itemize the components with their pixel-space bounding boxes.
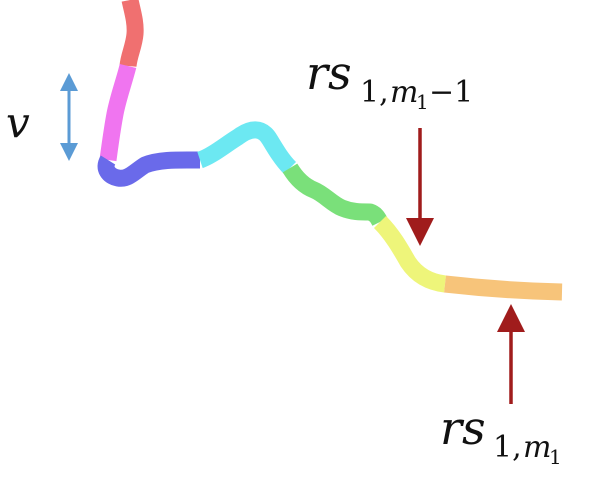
segment-blue bbox=[97, 151, 201, 187]
rs-top-tail: −1 bbox=[429, 75, 473, 110]
segment-cyan bbox=[196, 121, 297, 175]
rs-bottom-sub: 1, bbox=[493, 430, 522, 465]
segment-green bbox=[282, 163, 388, 226]
rs-top-msub: 1 bbox=[416, 90, 429, 114]
segment-yellow bbox=[373, 215, 447, 293]
label-rs-m1-minus-1: rs 1, m 1 −1 bbox=[306, 46, 473, 114]
segment-orange bbox=[444, 275, 563, 301]
rs-top-sub: 1, bbox=[360, 75, 389, 110]
rs-bottom-main: rs bbox=[440, 401, 486, 455]
rs-bottom-m: m bbox=[523, 430, 551, 465]
label-v: v bbox=[6, 98, 30, 147]
segment-magenta bbox=[99, 63, 137, 162]
rs-bottom-msub: 1 bbox=[549, 445, 562, 469]
rs-top-m: m bbox=[390, 75, 418, 110]
rs-top-main: rs bbox=[306, 46, 352, 100]
segment-red bbox=[119, 0, 144, 68]
trajectory bbox=[97, 0, 563, 301]
label-rs-m1: rs 1, m 1 bbox=[440, 401, 562, 469]
